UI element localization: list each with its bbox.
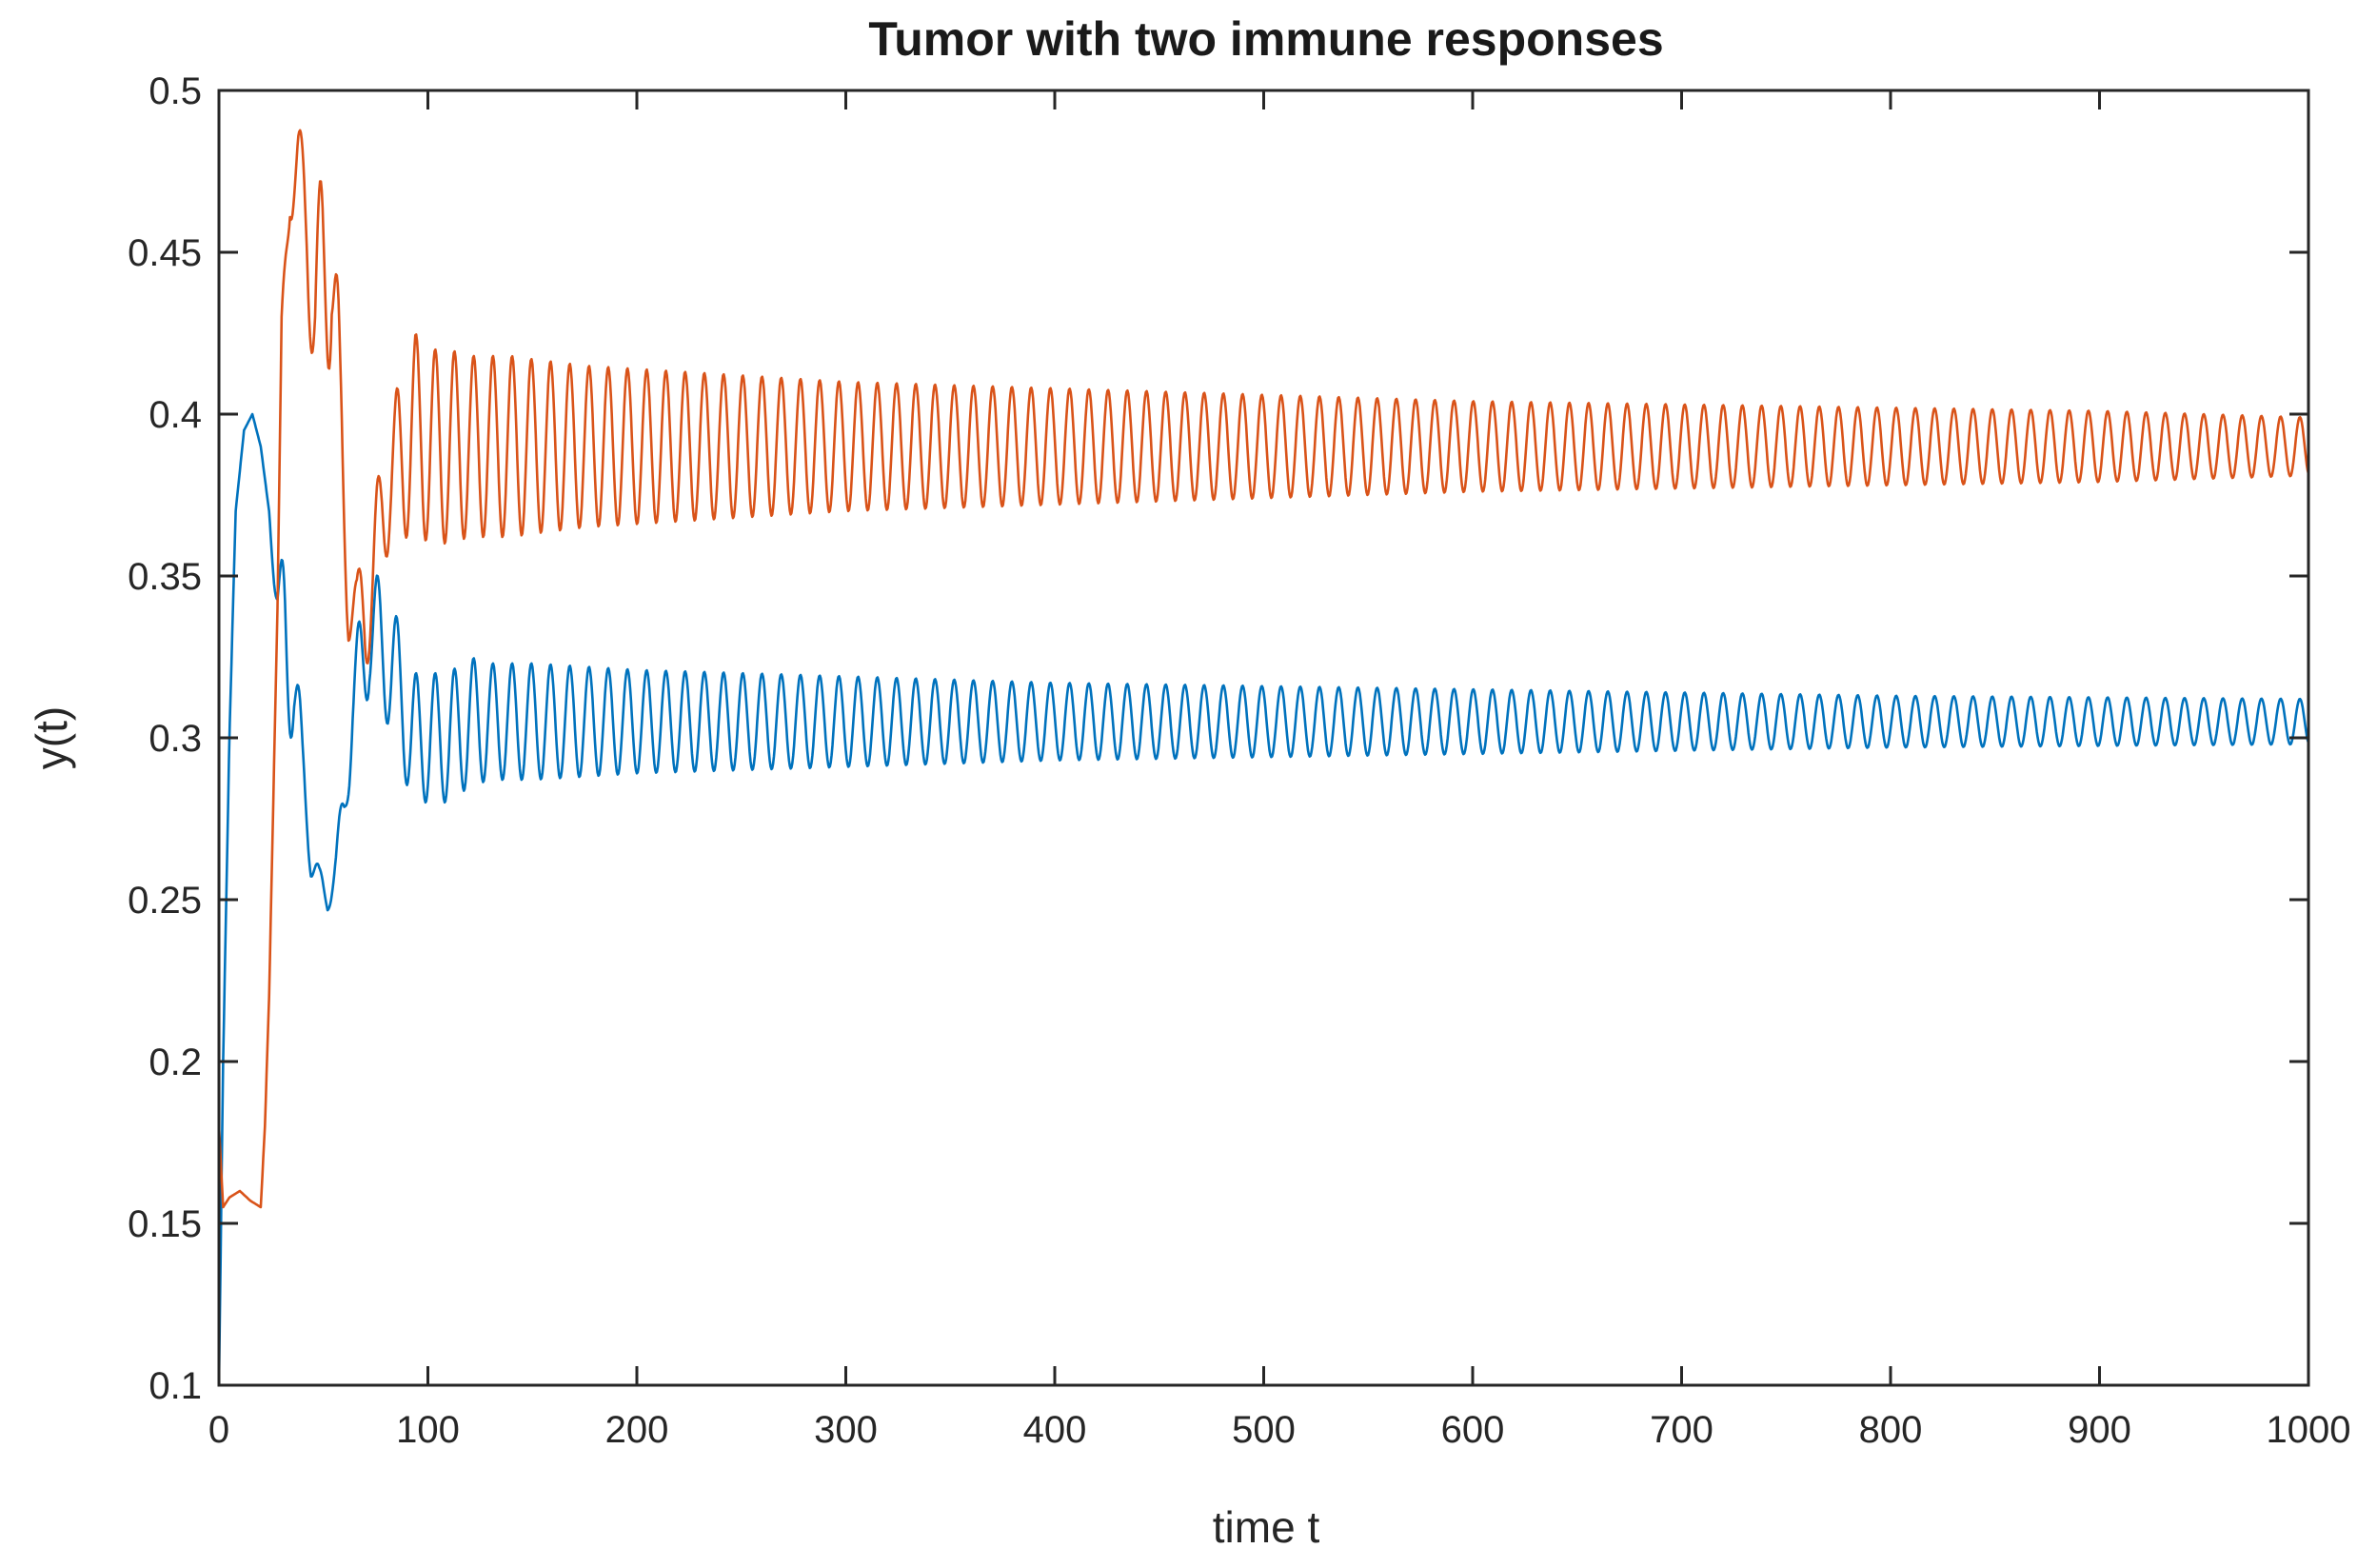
- y-axis-label: y(t): [27, 706, 76, 769]
- chart-title: Tumor with two immune responses: [868, 12, 1663, 66]
- x-tick-label: 800: [1859, 1409, 1923, 1451]
- x-tick-label: 700: [1650, 1409, 1713, 1451]
- y-tick-label: 0.2: [149, 1042, 202, 1083]
- y-tick-label: 0.4: [149, 394, 202, 436]
- series-line-2: [217, 129, 2310, 1209]
- series-layer: [217, 129, 2310, 1386]
- x-tick-label: 0: [208, 1409, 229, 1451]
- x-tick-label: 600: [1441, 1409, 1505, 1451]
- y-tick-label: 0.15: [128, 1203, 202, 1245]
- x-tick-label: 200: [605, 1409, 669, 1451]
- x-tick-label: 100: [396, 1409, 460, 1451]
- plot-frame: [217, 89, 2310, 1387]
- x-tick-label: 300: [814, 1409, 878, 1451]
- y-tick-label: 0.25: [128, 880, 202, 922]
- ticks-layer: 0 100 200 300 400 500 600 700 800 900 1000 0.1 0.15 0…: [128, 70, 2350, 1451]
- x-axis-label: time t: [1213, 1502, 1320, 1552]
- y-tick-label: 0.1: [149, 1365, 202, 1407]
- y-tick-label: 0.5: [149, 70, 202, 112]
- x-tick-label: 900: [2068, 1409, 2131, 1451]
- y-tick-label: 0.45: [128, 232, 202, 274]
- x-tick-label: 500: [1232, 1409, 1296, 1451]
- series-line-1: [217, 412, 2310, 1386]
- x-tick-label: 400: [1023, 1409, 1087, 1451]
- y-tick-label: 0.35: [128, 556, 202, 598]
- x-tick-label: 1000: [2267, 1409, 2351, 1451]
- y-tick-label: 0.3: [149, 718, 202, 760]
